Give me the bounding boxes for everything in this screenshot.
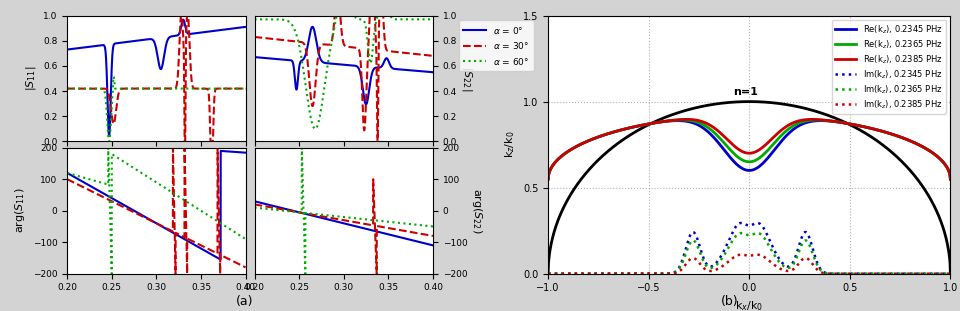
Im(k$_z$), 0.2345 PHz <box>819 271 830 274</box>
Im(k$_z$), 0.2365 PHz <box>584 272 595 276</box>
Re(k$_z$), 0.2345 PHz <box>720 150 732 154</box>
Re(k$_z$), 0.2345 PHz <box>819 119 830 123</box>
Im(k$_z$), 0.2385 PHz <box>542 272 554 276</box>
Im(k$_z$), 0.2385 PHz <box>705 269 716 273</box>
Re(k$_z$), 0.2365 PHz <box>706 128 717 132</box>
Y-axis label: $|S_{11}|$: $|S_{11}|$ <box>24 66 37 91</box>
Im(k$_z$), 0.2365 PHz <box>720 251 732 255</box>
Re(k$_z$), 0.2345 PHz <box>584 139 595 142</box>
X-axis label: k$_x$/k$_0$: k$_x$/k$_0$ <box>735 299 763 311</box>
Im(k$_z$), 0.2345 PHz <box>735 221 747 225</box>
Re(k$_z$), 0.2365 PHz <box>677 118 688 122</box>
Re(k$_z$), 0.2385 PHz <box>681 118 692 121</box>
Re(k$_z$), 0.2345 PHz <box>542 177 554 181</box>
Re(k$_z$), 0.2385 PHz <box>706 124 717 128</box>
Im(k$_z$), 0.2385 PHz <box>735 253 747 257</box>
Im(k$_z$), 0.2385 PHz <box>856 272 868 276</box>
Re(k$_z$), 0.2345 PHz <box>706 133 717 137</box>
Line: Re(k$_z$), 0.2345 PHz: Re(k$_z$), 0.2345 PHz <box>548 121 950 179</box>
Im(k$_z$), 0.2385 PHz <box>720 262 732 266</box>
Re(k$_z$), 0.2385 PHz <box>720 136 732 140</box>
Y-axis label: k$_z$/k$_0$: k$_z$/k$_0$ <box>504 131 517 158</box>
Im(k$_z$), 0.2345 PHz <box>945 272 956 276</box>
Re(k$_z$), 0.2365 PHz <box>864 126 876 130</box>
Re(k$_z$), 0.2365 PHz <box>819 118 830 122</box>
Re(k$_z$), 0.2385 PHz <box>542 177 554 181</box>
Im(k$_z$), 0.2385 PHz <box>945 272 956 276</box>
Text: (b): (b) <box>721 295 738 308</box>
Re(k$_z$), 0.2345 PHz <box>864 126 876 130</box>
Im(k$_z$), 0.2385 PHz <box>819 272 830 275</box>
Text: (a): (a) <box>236 295 253 308</box>
Y-axis label: $|S_{22}|$: $|S_{22}|$ <box>460 66 473 91</box>
Legend: Re(k$_z$), 0.2345 PHz, Re(k$_z$), 0.2365 PHz, Re(k$_z$), 0.2385 PHz, Im(k$_z$), : Re(k$_z$), 0.2345 PHz, Re(k$_z$), 0.2365… <box>832 20 947 114</box>
Re(k$_z$), 0.2385 PHz <box>584 139 595 142</box>
Re(k$_z$), 0.2345 PHz <box>856 124 868 128</box>
Im(k$_z$), 0.2345 PHz <box>705 265 716 268</box>
Re(k$_z$), 0.2345 PHz <box>945 177 956 181</box>
Y-axis label: arg($S_{11}$): arg($S_{11}$) <box>13 188 27 234</box>
Im(k$_z$), 0.2365 PHz <box>819 271 830 275</box>
Re(k$_z$), 0.2385 PHz <box>819 118 830 122</box>
Im(k$_z$), 0.2365 PHz <box>945 272 956 276</box>
Re(k$_z$), 0.2345 PHz <box>672 119 684 123</box>
Im(k$_z$), 0.2345 PHz <box>542 272 554 276</box>
Re(k$_z$), 0.2385 PHz <box>864 126 876 130</box>
Re(k$_z$), 0.2365 PHz <box>542 177 554 181</box>
Line: Im(k$_z$), 0.2385 PHz: Im(k$_z$), 0.2385 PHz <box>548 255 950 274</box>
Im(k$_z$), 0.2365 PHz <box>542 272 554 276</box>
Im(k$_z$), 0.2385 PHz <box>584 272 595 276</box>
Im(k$_z$), 0.2345 PHz <box>720 246 732 250</box>
Im(k$_z$), 0.2345 PHz <box>864 272 876 276</box>
Re(k$_z$), 0.2385 PHz <box>856 124 868 128</box>
Re(k$_z$), 0.2365 PHz <box>945 177 956 181</box>
Line: Re(k$_z$), 0.2365 PHz: Re(k$_z$), 0.2365 PHz <box>548 120 950 179</box>
Im(k$_z$), 0.2385 PHz <box>864 272 876 276</box>
Re(k$_z$), 0.2365 PHz <box>584 139 595 142</box>
Im(k$_z$), 0.2365 PHz <box>856 272 868 276</box>
Line: Re(k$_z$), 0.2385 PHz: Re(k$_z$), 0.2385 PHz <box>548 119 950 179</box>
Line: Im(k$_z$), 0.2365 PHz: Im(k$_z$), 0.2365 PHz <box>548 233 950 274</box>
Im(k$_z$), 0.2365 PHz <box>864 272 876 276</box>
Im(k$_z$), 0.2365 PHz <box>735 231 747 235</box>
Im(k$_z$), 0.2365 PHz <box>705 266 716 270</box>
Re(k$_z$), 0.2365 PHz <box>720 143 732 146</box>
Legend: $\alpha$ = 0°, $\alpha$ = 30°, $\alpha$ = 60°: $\alpha$ = 0°, $\alpha$ = 30°, $\alpha$ … <box>459 20 534 71</box>
Im(k$_z$), 0.2345 PHz <box>856 272 868 276</box>
Re(k$_z$), 0.2365 PHz <box>856 124 868 128</box>
Line: Im(k$_z$), 0.2345 PHz: Im(k$_z$), 0.2345 PHz <box>548 223 950 274</box>
Text: n=1: n=1 <box>733 87 758 97</box>
Re(k$_z$), 0.2385 PHz <box>945 177 956 181</box>
Im(k$_z$), 0.2345 PHz <box>584 272 595 276</box>
Y-axis label: arg($S_{22}$): arg($S_{22}$) <box>470 188 484 234</box>
